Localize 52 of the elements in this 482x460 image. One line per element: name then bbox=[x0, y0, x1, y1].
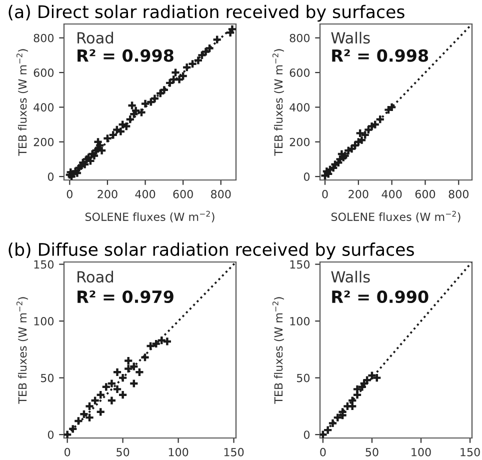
annotation: Road bbox=[78, 32, 113, 44]
y-tick-label: 100 bbox=[290, 317, 310, 326]
annotation: Walls bbox=[331, 270, 370, 283]
x-tick-label: 400 bbox=[382, 190, 402, 198]
y-tick-label: 400 bbox=[290, 103, 310, 112]
annotation: R² = 0.998 bbox=[78, 49, 174, 62]
y-tick-label: 600 bbox=[34, 68, 54, 77]
x-tick-label: 50 bbox=[366, 448, 378, 456]
x-axis-title: SOLENE fluxes (W m$^{−2}$) bbox=[85, 210, 214, 222]
x-tick-label: 0 bbox=[322, 190, 328, 198]
x-tick-label: 200 bbox=[348, 190, 368, 198]
x-tick-label: 150 bbox=[224, 448, 244, 456]
x-tick-label: 100 bbox=[412, 448, 431, 456]
x-tick-label: 600 bbox=[415, 190, 436, 198]
y-tick-label: 800 bbox=[290, 34, 310, 42]
x-tick-label: 200 bbox=[98, 190, 118, 198]
annotation: Walls bbox=[331, 32, 370, 44]
y-tick-label: 200 bbox=[290, 138, 310, 146]
y-axis-title: TEB fluxes (W m$^{−2}$) bbox=[16, 297, 28, 404]
y-tick-label: 150 bbox=[290, 260, 310, 269]
y-tick-label: 50 bbox=[296, 374, 310, 382]
x-tick-label: 800 bbox=[211, 190, 231, 198]
x-tick-label: 0 bbox=[66, 190, 72, 198]
y-tick-label: 150 bbox=[34, 260, 54, 269]
y-axis-title: TEB fluxes (W m$^{−2}$) bbox=[272, 49, 284, 156]
x-tick-label: 50 bbox=[116, 448, 130, 456]
annotation: R² = 0.998 bbox=[332, 49, 428, 62]
x-tick-label: 100 bbox=[168, 448, 188, 456]
chart-title: (a) Direct solar radiation received by surfaces bbox=[8, 4, 404, 22]
annotation: R² = 0.979 bbox=[78, 290, 174, 304]
x-tick-label: 600 bbox=[173, 190, 193, 198]
y-tick-label: 0 bbox=[304, 172, 310, 181]
y-tick-label: 0 bbox=[48, 172, 54, 181]
y-tick-label: 400 bbox=[34, 103, 54, 112]
y-tick-label: 800 bbox=[34, 34, 54, 42]
chart-title: (b) Diffuse solar radiation received by surfaces bbox=[8, 242, 414, 260]
y-tick-label: 0 bbox=[48, 430, 54, 439]
y-axis-title: TEB fluxes (W m$^{−2}$) bbox=[16, 49, 28, 156]
y-tick-label: 200 bbox=[34, 138, 54, 146]
y-axis-title: TEB fluxes (W m$^{−2}$) bbox=[272, 297, 284, 404]
x-tick-label: 0 bbox=[320, 448, 326, 456]
y-tick-label: 100 bbox=[34, 317, 54, 326]
x-tick-label: 0 bbox=[64, 448, 70, 456]
y-tick-label: 600 bbox=[290, 68, 310, 77]
x-tick-label: 150 bbox=[460, 448, 480, 456]
x-axis-title: SOLENE fluxes (W m$^{−2}$) bbox=[331, 210, 460, 222]
x-tick-label: 800 bbox=[448, 190, 469, 198]
annotation: Road bbox=[78, 270, 113, 283]
annotation: R² = 0.990 bbox=[332, 290, 428, 304]
y-tick-label: 50 bbox=[40, 374, 54, 382]
x-tick-label: 400 bbox=[135, 190, 156, 198]
y-tick-label: 0 bbox=[304, 430, 310, 439]
